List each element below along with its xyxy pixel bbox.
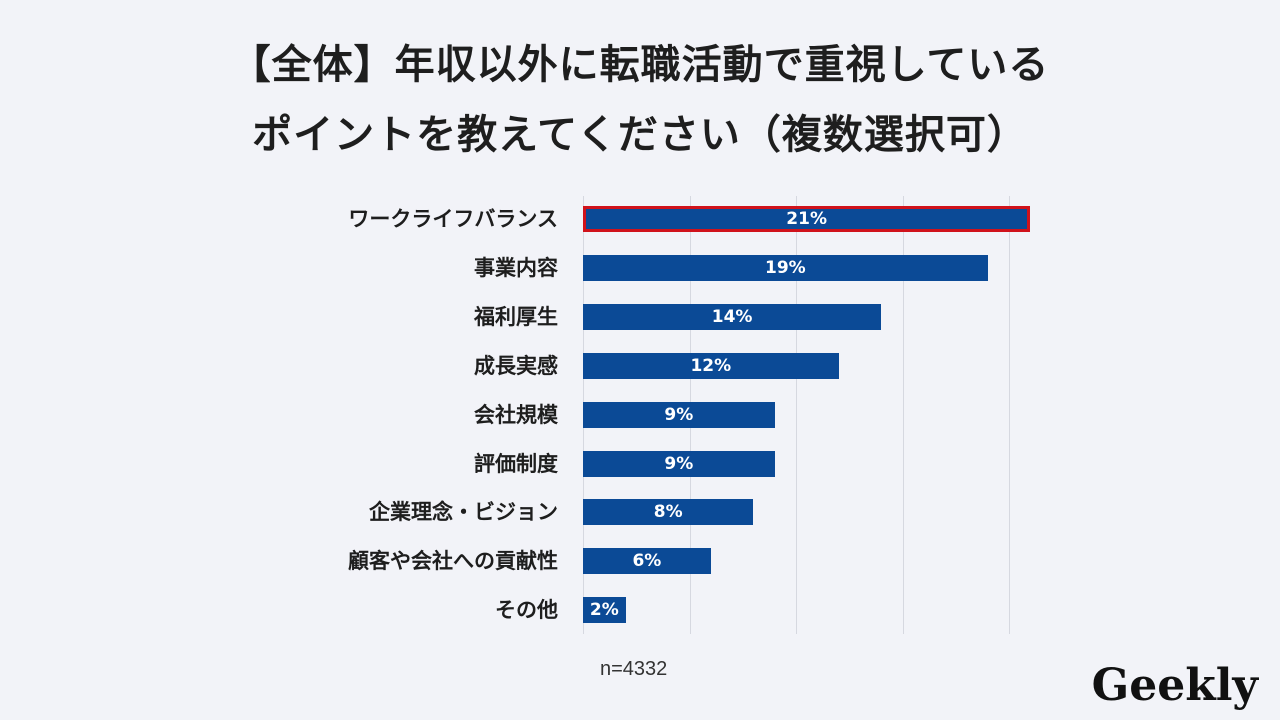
category-label: 成長実感 (474, 353, 558, 378)
category-label: 評価制度 (474, 451, 558, 476)
bar-value-label: 9% (664, 453, 694, 474)
bar (583, 597, 626, 624)
bar-value-label: 6% (632, 551, 662, 572)
category-label: 会社規模 (474, 402, 558, 427)
category-label: 事業内容 (474, 255, 558, 280)
sample-size-note: n=4332 (600, 658, 668, 680)
bar-value-label: 9% (664, 404, 694, 425)
category-label: 顧客や会社への貢献性 (348, 549, 558, 574)
bar-highlighted (583, 206, 1031, 232)
bar (583, 303, 882, 330)
bar-value-label: 12% (690, 355, 732, 376)
bar-value-label: 14% (711, 306, 753, 327)
bar (583, 499, 754, 526)
bar-value-label: 2% (589, 600, 619, 621)
bar (583, 254, 988, 281)
bar-value-label: 8% (653, 502, 683, 523)
category-label: ワークライフバランス (348, 207, 558, 231)
bar (583, 548, 711, 575)
gridline (796, 196, 797, 634)
category-label: その他 (495, 598, 558, 623)
chart-title-line-2: ポイントを教えてください（複数選択可） (252, 112, 1028, 158)
gridline (1009, 196, 1010, 634)
bar (583, 401, 775, 428)
category-label: 企業理念・ビジョン (369, 500, 558, 525)
bar (583, 450, 775, 477)
gridline (902, 196, 904, 634)
bar-value-label: 19% (764, 257, 806, 278)
category-label: 福利厚生 (474, 304, 558, 329)
bar (583, 352, 839, 379)
bar-value-label: 21% (786, 209, 827, 229)
geekly-logo: Geekly (1091, 660, 1258, 711)
chart-title-line-1: 【全体】年収以外に転職活動で重視している (230, 42, 1050, 88)
